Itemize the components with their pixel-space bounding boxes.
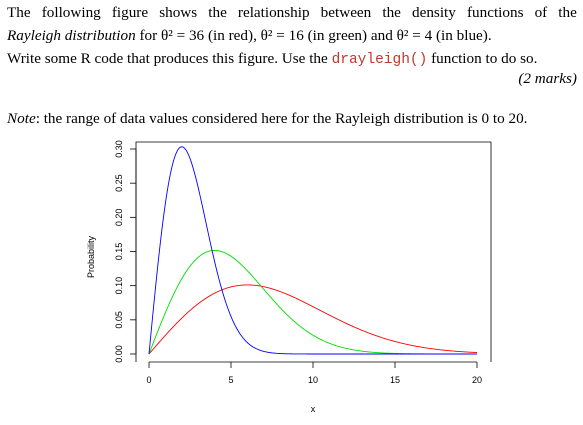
word: relationship xyxy=(237,4,310,21)
word: between xyxy=(320,4,372,21)
density-curve-theta2-16 xyxy=(148,249,477,355)
y-tick-label: 0.30 xyxy=(114,140,124,158)
y-tick-label: 0.25 xyxy=(114,174,124,192)
word: density xyxy=(412,4,456,21)
question-line-1: The following figure shows the relationship be… xyxy=(7,1,577,24)
y-axis: 0.00 0.05 0.10 0.15 0.20 0.25 0.30 xyxy=(114,140,137,363)
x-tick-label: 20 xyxy=(472,375,482,385)
question-line-3: Write some R code that produces this fig… xyxy=(7,50,538,68)
density-curve-theta2-36 xyxy=(148,284,478,355)
y-tick-label: 0.00 xyxy=(114,345,124,363)
word: shows xyxy=(159,4,198,21)
y-axis-label: Probability xyxy=(86,235,96,278)
x-tick-label: 10 xyxy=(308,375,318,385)
y-tick-label: 0.20 xyxy=(114,209,124,227)
x-tick-label: 15 xyxy=(390,375,400,385)
question-line-2: Rayleigh distribution for θ² = 36 (in re… xyxy=(7,27,492,44)
x-tick-label: 0 xyxy=(146,375,151,385)
plot-frame-line xyxy=(135,141,492,362)
marks-label: (2 marks) xyxy=(518,70,577,87)
word: The xyxy=(7,4,31,21)
drayleigh-code: drayleigh() xyxy=(331,52,428,68)
density-curve-theta2-4 xyxy=(148,146,477,355)
note-label: Note xyxy=(7,110,36,127)
word: the xyxy=(208,4,227,21)
note-text: Note: the range of data values considere… xyxy=(7,110,528,127)
x-tick-label: 5 xyxy=(228,375,233,385)
y-tick-label: 0.05 xyxy=(114,311,124,329)
word: the xyxy=(558,4,577,21)
word: following xyxy=(41,4,101,21)
question-text: The following figure shows the relationship be… xyxy=(7,1,577,72)
rayleigh-distribution-term: Rayleigh distribution xyxy=(7,27,136,44)
word: functions xyxy=(466,4,524,21)
plot-frame xyxy=(135,141,492,362)
word: the xyxy=(382,4,401,21)
x-axis: 0 5 10 15 20 xyxy=(146,361,482,385)
y-tick-label: 0.10 xyxy=(114,277,124,295)
word: figure xyxy=(111,4,149,21)
word: of xyxy=(534,4,548,21)
density-curves xyxy=(148,146,478,355)
x-axis-label: x xyxy=(311,404,316,414)
y-tick-label: 0.15 xyxy=(114,243,124,261)
